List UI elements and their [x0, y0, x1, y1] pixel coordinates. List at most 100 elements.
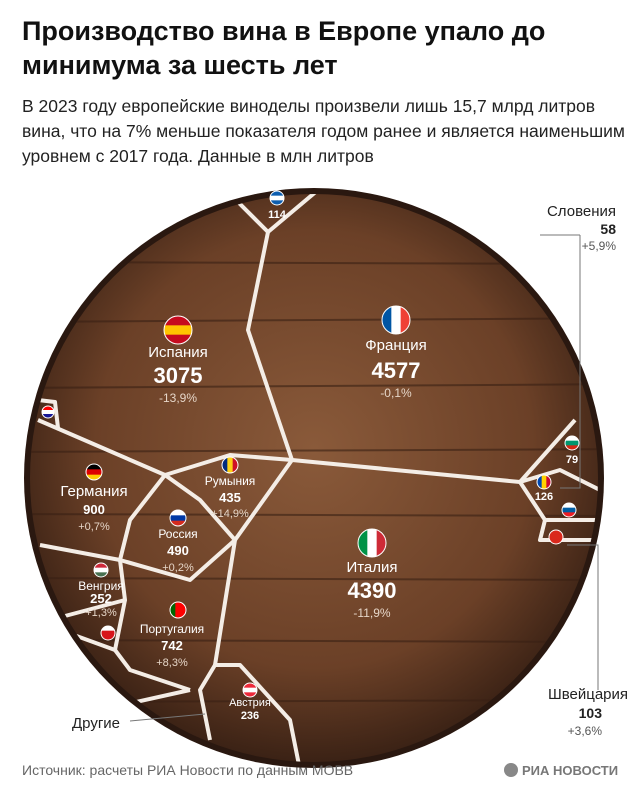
barrel-top	[30, 194, 598, 762]
country-name: Россия	[158, 527, 197, 541]
flag-stripe	[94, 563, 108, 569]
country-name: Германия	[60, 483, 127, 500]
flag-ring	[548, 529, 564, 545]
flag-ring	[169, 509, 187, 527]
country-name: Испания	[148, 344, 208, 361]
flag	[358, 529, 386, 557]
country-name: Италия	[346, 559, 397, 576]
flag-stripe	[170, 602, 176, 618]
flag-stripe	[537, 475, 543, 489]
country-value: 435	[219, 490, 241, 505]
flag-stripe	[565, 445, 579, 450]
country-name: Румыния	[205, 474, 256, 488]
flag-stripe	[565, 440, 579, 446]
country-value: 742	[161, 638, 183, 653]
flag-stripe	[270, 200, 284, 205]
flag-ring	[536, 474, 552, 490]
outside-country-change: +5,9%	[582, 239, 617, 253]
country-value: 236	[241, 710, 259, 722]
outside-country-value: 58	[600, 221, 616, 237]
flag-stripe	[42, 410, 54, 415]
flag	[270, 191, 284, 205]
flag-ring	[357, 528, 387, 558]
flag-stripe	[164, 316, 192, 326]
flag-stripe	[86, 474, 102, 480]
leader-line	[129, 713, 206, 722]
flag	[549, 530, 563, 544]
flag-stripe	[270, 195, 284, 201]
country-value: 114	[268, 209, 287, 221]
country-name: Австрия	[229, 697, 271, 709]
flag-stripe	[243, 687, 257, 693]
flag	[222, 457, 238, 473]
outside-country-name: Словения	[547, 203, 616, 220]
flags	[41, 190, 580, 698]
flag-ring	[169, 601, 187, 619]
flag-stripe	[549, 530, 563, 536]
outside-country-change: +3,6%	[568, 724, 603, 738]
flag-stripe	[94, 567, 108, 573]
flag	[562, 503, 576, 517]
flag-stripe	[562, 507, 576, 513]
flag-stripe	[86, 469, 102, 476]
country-value: 4390	[348, 578, 397, 603]
flag-stripe	[541, 475, 547, 489]
flag-ring	[561, 502, 577, 518]
flag-stripe	[86, 464, 102, 470]
flag-ring	[269, 190, 285, 206]
flag-stripe	[101, 630, 115, 636]
flag	[164, 316, 192, 344]
flag-stripe	[227, 457, 234, 473]
country-value: 490	[167, 543, 189, 558]
flag-ring	[100, 625, 116, 641]
others-label: Другие	[72, 715, 120, 732]
flag-stripe	[164, 325, 192, 336]
leader-line	[567, 544, 599, 690]
country-name: Португалия	[140, 622, 204, 636]
flag	[243, 683, 257, 697]
flag	[42, 406, 54, 418]
flag-stripe	[180, 602, 186, 618]
subtitle: В 2023 году европейские виноделы произве…	[22, 96, 625, 166]
flag	[170, 510, 186, 526]
flag-ring	[85, 463, 103, 481]
flag-ring	[221, 456, 239, 474]
flag-stripe	[382, 306, 392, 334]
country-value: 4577	[372, 358, 421, 383]
flag-stripe	[549, 539, 563, 544]
flag-stripe	[94, 572, 108, 577]
country-value: 900	[83, 502, 105, 517]
flag-stripe	[232, 457, 238, 473]
flag-stripe	[42, 406, 54, 411]
country-change: +0,7%	[78, 521, 110, 533]
flag-stripe	[164, 334, 192, 344]
flag-ring	[163, 315, 193, 345]
flag-stripe	[170, 520, 186, 526]
flag-stripe	[101, 626, 115, 632]
flag-stripe	[391, 306, 402, 334]
country-change: -13,9%	[159, 391, 197, 405]
country-change: -11,9%	[353, 606, 390, 620]
flag-stripe	[175, 602, 182, 618]
flag-stripe	[562, 512, 576, 517]
country-value: 3075	[154, 363, 203, 388]
country-name: Франция	[365, 337, 426, 354]
country-value: 79	[566, 454, 578, 466]
flag-stripe	[42, 414, 54, 418]
country-change: +1,3%	[85, 607, 117, 619]
flag-ring	[41, 405, 55, 419]
country-change: -0,1%	[380, 386, 412, 400]
flag-stripe	[562, 503, 576, 509]
flag-stripe	[546, 475, 551, 489]
logo: РИА НОВОСТИ	[522, 763, 618, 778]
country-change: +0,2%	[162, 562, 194, 574]
flag	[537, 475, 551, 489]
flag	[86, 464, 102, 480]
flag	[382, 306, 410, 334]
country-value: 126	[535, 491, 553, 503]
leader-line	[560, 235, 581, 489]
country-value: 252	[90, 591, 112, 606]
flag	[101, 626, 115, 640]
flag-stripe	[400, 306, 410, 334]
flag	[170, 602, 186, 618]
